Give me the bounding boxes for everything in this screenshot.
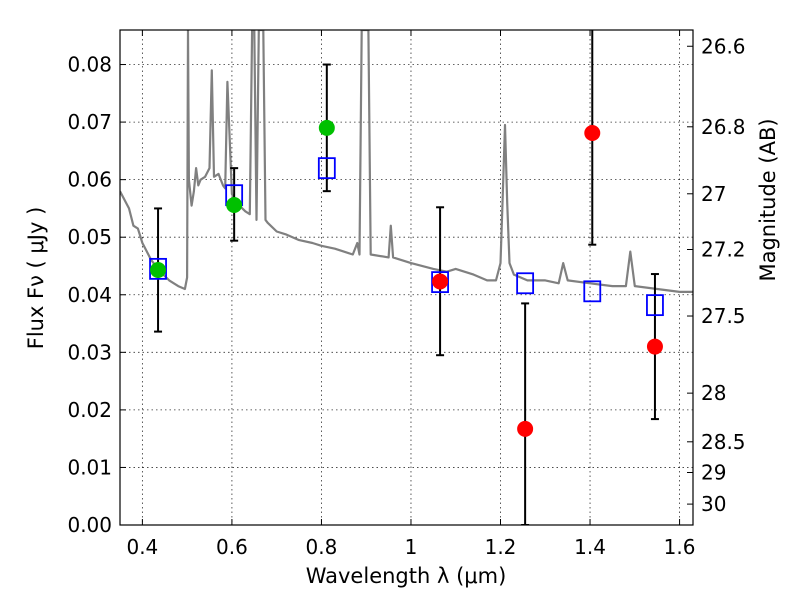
y-tick-label: 0.01 [67,455,112,479]
model-band-square [583,280,602,303]
detection-point [318,119,335,136]
low-sn-point [432,273,449,290]
y-tick-label: 0.02 [67,398,112,422]
y2-tick-label: 29 [701,461,726,485]
marker-layer [149,119,664,437]
y-tick-label: 0.03 [67,340,112,364]
grid [120,30,693,526]
x-tick-label: 1 [405,535,418,559]
plot-frame [119,29,694,526]
y-tick-label: 0.05 [67,225,112,249]
errorbar-layer [154,30,659,525]
y-tick-label: 0.07 [67,110,112,134]
y2-tick-label: 27 [701,182,726,206]
y-tick-label: 0.04 [67,283,112,307]
x-tick-label: 0.8 [306,535,338,559]
model-band-square [317,157,336,180]
y-tick-label: 0.06 [67,168,112,192]
x-tick-label: 1.2 [485,535,517,559]
ticks: 0.4 0.6 0.8 1 1.2 1.4 1.6 0.00 0.01 0.02 0.03 0.04 0… [67,30,746,559]
y2-tick-label: 26.6 [701,34,746,58]
y2-tick-label: 30 [701,492,726,516]
y2-tick-label: 27.2 [701,238,746,262]
y-tick-label: 0.00 [67,513,112,537]
model-band-square [646,294,664,317]
y2-tick-label: 26.8 [701,115,746,139]
y2-tick-label: 28.5 [701,430,746,454]
x-tick-label: 1.4 [574,535,606,559]
model-band-square [149,257,167,280]
y2-tick-label: 28 [701,381,726,405]
x-tick-label: 1.6 [664,535,696,559]
model-spectrum-line [120,30,693,293]
x-axis-label: Wavelength λ (μm) [306,564,507,588]
detection-point [226,196,243,213]
y-axis-label: Flux Fν ( μJy ) [24,207,48,350]
low-sn-point [584,125,601,142]
spectrum-layer [120,30,693,293]
detection-point [150,262,167,279]
low-sn-point [646,338,663,355]
model-band-square [516,272,535,295]
y2-tick-label: 27.5 [701,304,746,328]
y-tick-label: 0.08 [67,53,112,77]
y2-axis-label: Magnitude (AB) [756,118,780,281]
x-tick-label: 0.6 [216,535,248,559]
x-tick-label: 0.4 [126,535,158,559]
model-band-square [431,271,449,294]
low-sn-point [517,420,534,437]
